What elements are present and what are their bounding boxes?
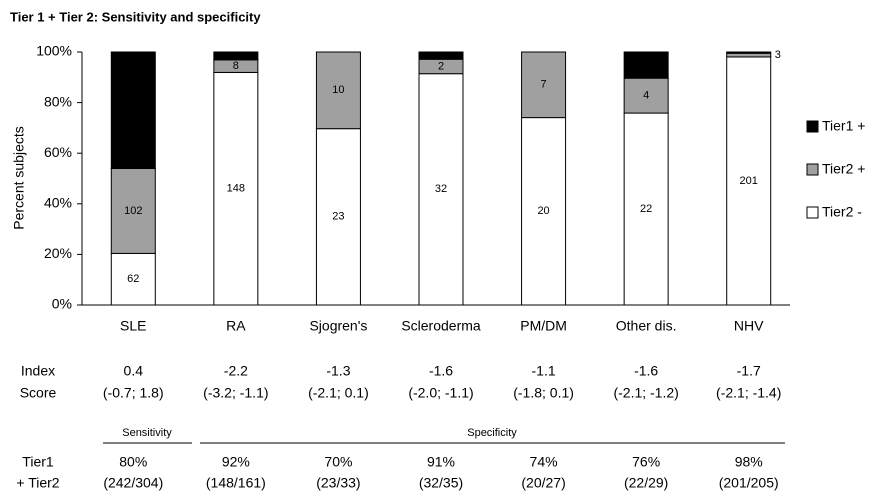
- table-cell: 91%: [427, 454, 455, 470]
- legend-swatch: [806, 206, 819, 219]
- y-tick-label: 80%: [44, 93, 72, 109]
- row-label: Tier1: [22, 454, 54, 470]
- table-cell: (201/205): [719, 475, 779, 491]
- data-label: 3: [643, 59, 649, 71]
- row-label: + Tier2: [16, 475, 59, 491]
- bar-segment: [521, 117, 567, 306]
- y-tick-label: 0%: [52, 296, 72, 312]
- table-cell: (-2.1; -1.2): [613, 385, 678, 401]
- data-label: 102: [124, 205, 142, 217]
- legend-swatch: [806, 163, 819, 176]
- table-cell: (-2.1; -1.4): [716, 385, 781, 401]
- y-tick-label: 20%: [44, 245, 72, 261]
- bar-segment: [213, 51, 259, 61]
- table-cell: (23/33): [316, 475, 360, 491]
- x-tick-label: Sjogren's: [309, 318, 367, 334]
- table-cell: -1.1: [532, 363, 556, 379]
- table-cell: -1.6: [634, 363, 658, 379]
- bar-segment: [418, 73, 464, 306]
- table-cell: 92%: [222, 454, 250, 470]
- table-cell: (-2.0; -1.1): [408, 385, 473, 401]
- data-label: 23: [332, 211, 344, 223]
- bar-segment: [213, 71, 259, 306]
- data-label: 32: [435, 183, 447, 195]
- y-tick-label: 40%: [44, 195, 72, 211]
- table-cell: -1.7: [737, 363, 761, 379]
- data-label: 140: [124, 104, 142, 116]
- legend-label: Tier2 +: [822, 161, 865, 177]
- chart-title: Tier 1 + Tier 2: Sensitivity and specifi…: [10, 9, 261, 24]
- table-cell: (20/27): [521, 475, 565, 491]
- x-tick-label: RA: [226, 318, 246, 334]
- table-cell: 74%: [530, 454, 558, 470]
- bar-segment: [726, 52, 772, 58]
- data-label: 3: [775, 49, 781, 61]
- table-cell: (-3.2; -1.1): [203, 385, 268, 401]
- group-header: Specificity: [467, 427, 517, 439]
- bar-segment: [623, 112, 669, 306]
- data-label: 8: [233, 60, 239, 72]
- y-tick-label: 100%: [36, 43, 72, 59]
- x-tick-label: Other dis.: [616, 318, 677, 334]
- table-cell: (-0.7; 1.8): [103, 385, 164, 401]
- y-axis-label: Percent subjects: [11, 126, 27, 230]
- table-cell: (32/35): [419, 475, 463, 491]
- bar-segment: [726, 56, 772, 306]
- bar-segment: [418, 51, 464, 60]
- bar-segment: [315, 128, 361, 306]
- table-cell: -1.3: [326, 363, 350, 379]
- table-cell: (242/304): [103, 475, 163, 491]
- data-label: 148: [227, 183, 245, 195]
- table-cell: 70%: [324, 454, 352, 470]
- data-label: 10: [332, 84, 344, 96]
- x-tick-label: SLE: [120, 318, 146, 334]
- data-label: 7: [541, 79, 547, 91]
- x-tick-label: PM/DM: [520, 318, 567, 334]
- group-header: Sensitivity: [122, 427, 172, 439]
- x-tick-label: NHV: [734, 318, 764, 334]
- table-cell: -1.6: [429, 363, 453, 379]
- table-cell: (-2.1; 0.1): [308, 385, 369, 401]
- bar-segment: [726, 51, 772, 54]
- table-cell: 76%: [632, 454, 660, 470]
- bar-segment: [110, 51, 156, 170]
- legend-swatch: [806, 120, 819, 133]
- table-cell: 80%: [119, 454, 147, 470]
- bar-segment: [623, 51, 669, 79]
- table-cell: 98%: [735, 454, 763, 470]
- bar-segment: [110, 168, 156, 254]
- data-label: 2: [438, 60, 444, 72]
- data-label: 22: [640, 203, 652, 215]
- row-label: Index: [21, 363, 55, 379]
- bar-segment: [521, 51, 567, 119]
- table-cell: 0.4: [124, 363, 144, 379]
- legend-label: Tier1 +: [822, 118, 865, 134]
- data-label: 4: [643, 90, 649, 102]
- legend-label: Tier2 -: [822, 204, 862, 220]
- x-tick-label: Scleroderma: [401, 318, 481, 334]
- table-cell: -2.2: [224, 363, 248, 379]
- data-label: 201: [740, 175, 758, 187]
- table-cell: (22/29): [624, 475, 668, 491]
- bar-segment: [315, 51, 361, 130]
- data-label: 62: [127, 273, 139, 285]
- row-label: Score: [20, 385, 57, 401]
- y-tick-label: 60%: [44, 144, 72, 160]
- data-label: 20: [537, 205, 549, 217]
- table-cell: (-1.8; 0.1): [513, 385, 574, 401]
- table-cell: (148/161): [206, 475, 266, 491]
